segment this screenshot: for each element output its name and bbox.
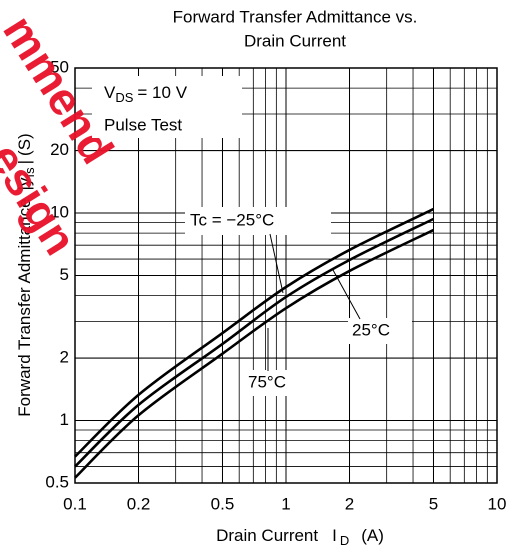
y-tick-label: 10: [50, 203, 69, 222]
conditions-box: VDS = 10 V Pulse Test: [92, 76, 242, 138]
condition-note: Pulse Test: [104, 115, 182, 134]
condition-symbol: V: [104, 83, 116, 102]
series-label: 75°C: [248, 372, 286, 391]
label-arrow: [332, 269, 361, 320]
label-background: [92, 76, 242, 138]
x-tick-label: 5: [429, 494, 438, 513]
y-label-subscript: fs: [22, 167, 37, 178]
y-tick-label: 1: [60, 410, 69, 429]
series-line: [74, 207, 435, 458]
x-label-symbol: I: [332, 526, 337, 545]
x-axis-label: Drain Current I D (A): [216, 526, 384, 548]
y-tick-label: 5: [60, 265, 69, 284]
y-tick-label: 2: [60, 348, 69, 367]
series-line: [74, 228, 435, 479]
plot-frame: [74, 67, 498, 484]
x-tick-label: 10: [488, 494, 507, 513]
y-label-suffix: |: [15, 160, 34, 164]
label-background: [185, 207, 331, 235]
x-label-text: Drain Current: [216, 526, 318, 545]
chart-title: Drain Current: [244, 31, 346, 50]
condition: VDS = 10 V: [104, 83, 188, 105]
series-label: Tc = −25°C: [190, 210, 274, 229]
y-label-text: Forward Transfer Admittance: [15, 198, 34, 416]
series-labels: Tc = −25°C 25°C 75°C: [185, 207, 412, 396]
y-label-unit: (S): [15, 133, 34, 156]
y-axis-label: Forward Transfer Admittance |yfs | (S): [15, 133, 37, 416]
y-tick-label: 50: [50, 57, 69, 76]
x-tick-label: 2: [345, 494, 354, 513]
x-tick-label: 0.2: [127, 494, 151, 513]
label-background: [348, 318, 412, 344]
chart-title: Forward Transfer Admittance vs.: [173, 7, 418, 26]
x-tick-label: 0.5: [211, 494, 235, 513]
label-background: [244, 370, 302, 396]
x-tick-label: 1: [281, 494, 290, 513]
series-line: [74, 217, 435, 468]
y-label-symbol: |y: [15, 177, 34, 190]
curves: [74, 207, 435, 479]
y-tick-label: 20: [50, 140, 69, 159]
condition-subscript: DS: [115, 90, 133, 105]
x-label-unit: (A): [361, 526, 384, 545]
y-tick-label: 0.5: [45, 472, 69, 491]
condition-rest: = 10 V: [137, 83, 187, 102]
x-label-subscript: D: [340, 533, 349, 548]
label-arrow: [269, 233, 284, 294]
x-tick-label: 0.1: [63, 494, 87, 513]
series-label: 25°C: [352, 320, 390, 339]
